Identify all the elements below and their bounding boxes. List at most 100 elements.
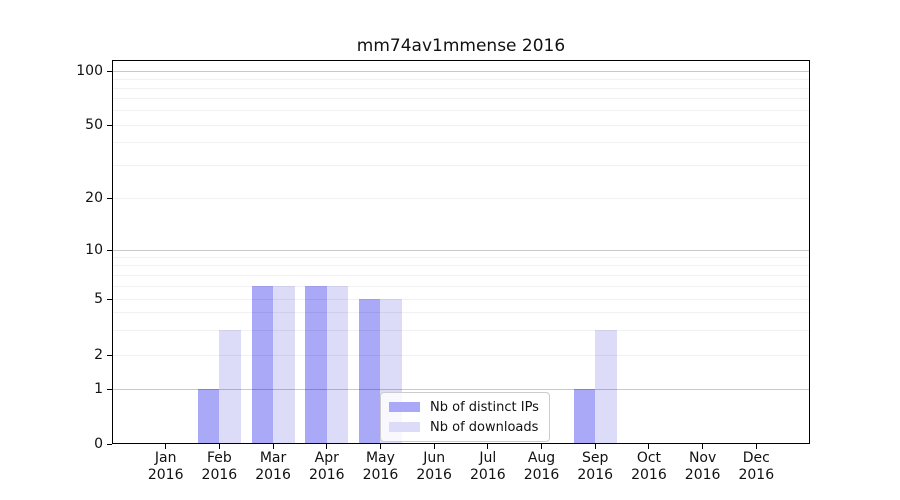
x-tick-mark [272, 444, 274, 449]
y-tick-label: 50 [85, 116, 103, 133]
minor-gridline [113, 165, 809, 167]
x-tick-year: 2016 [416, 467, 452, 483]
x-tick-label: Jul 2016 [461, 450, 515, 484]
x-tick-label: Mar 2016 [246, 450, 300, 484]
minor-gridline [113, 355, 809, 356]
minor-gridline [113, 98, 809, 100]
minor-gridline [113, 274, 809, 276]
plot-frame [112, 60, 810, 444]
y-tick-mark [107, 249, 112, 251]
major-gridline [113, 388, 809, 390]
minor-gridline [113, 256, 809, 258]
y-tick-label: 10 [85, 241, 103, 258]
x-tick-mark [648, 444, 650, 449]
x-tick-year: 2016 [201, 467, 238, 483]
y-tick-label: 1 [94, 380, 103, 397]
y-tick-label: 2 [94, 347, 103, 363]
x-tick-year: 2016 [308, 467, 345, 483]
bar-distinct-ips-feb [197, 389, 220, 443]
x-tick-mark [594, 444, 596, 449]
bar-downloads-mar [273, 286, 295, 443]
x-tick-year: 2016 [362, 467, 399, 483]
x-tick-month: Sep [582, 450, 609, 466]
x-tick-year: 2016 [684, 467, 721, 483]
x-tick-year: 2016 [147, 467, 184, 483]
minor-gridline [113, 110, 809, 112]
y-tick-label: 0 [94, 435, 103, 452]
y-tick-mark [107, 298, 112, 300]
x-tick-month: May [365, 450, 395, 466]
x-tick-month: Feb [206, 450, 232, 466]
bar-downloads-sep [595, 330, 617, 443]
x-tick-month: Jul [479, 450, 497, 466]
minor-gridline [113, 124, 809, 126]
x-tick-label: Jan 2016 [139, 450, 193, 484]
legend-swatch-downloads-icon [389, 422, 420, 432]
x-tick-mark [379, 444, 381, 449]
x-tick-mark [487, 444, 489, 449]
x-tick-label: Dec 2016 [729, 450, 783, 484]
bar-downloads-apr [326, 286, 349, 443]
y-tick-label: 100 [76, 62, 103, 79]
x-tick-label: Jun 2016 [407, 450, 461, 484]
x-tick-mark [541, 444, 543, 449]
x-tick-label: Aug 2016 [515, 450, 569, 484]
minor-gridline [113, 265, 809, 267]
bar-distinct-ips-sep [573, 389, 596, 443]
x-tick-mark [755, 444, 757, 449]
x-tick-year: 2016 [738, 467, 775, 483]
bar-downloads-feb [219, 330, 241, 443]
y-tick-mark [107, 355, 112, 356]
legend-label-distinct-ips: Nb of distinct IPs [430, 399, 539, 415]
legend-item-downloads: Nb of downloads [389, 419, 539, 435]
x-tick-month: Dec [742, 450, 770, 466]
legend-item-distinct-ips: Nb of distinct IPs [389, 399, 539, 415]
minor-gridline [113, 285, 809, 287]
x-tick-year: 2016 [255, 467, 291, 483]
chart-title: mm74av1mmense 2016 [356, 36, 566, 56]
x-tick-label: Nov 2016 [676, 450, 730, 484]
x-tick-month: Mar [259, 450, 287, 466]
bar-distinct-ips-may [358, 299, 381, 443]
legend-swatch-distinct-ips-icon [389, 402, 420, 412]
y-tick-mark [107, 70, 112, 72]
minor-gridline [113, 329, 809, 331]
x-tick-mark [218, 444, 220, 449]
bar-distinct-ips-mar [251, 286, 274, 443]
x-tick-mark [165, 444, 167, 449]
x-tick-year: 2016 [577, 467, 614, 483]
x-tick-label: Feb 2016 [192, 450, 246, 484]
x-tick-month: Jan [154, 450, 177, 466]
x-tick-year: 2016 [631, 467, 667, 483]
bar-distinct-ips-apr [305, 286, 327, 443]
y-tick-mark [107, 124, 112, 126]
x-tick-label: Oct 2016 [622, 450, 676, 484]
x-tick-year: 2016 [523, 467, 560, 483]
x-tick-label: May 2016 [353, 450, 407, 484]
major-gridline [113, 249, 809, 251]
x-tick-month: Jun [423, 450, 446, 466]
x-tick-label: Sep 2016 [568, 450, 622, 484]
x-tick-month: Aug [527, 450, 556, 466]
x-tick-mark [702, 444, 704, 449]
y-tick-label: 5 [94, 290, 103, 307]
minor-gridline [113, 87, 809, 89]
minor-gridline [113, 197, 809, 199]
minor-gridline [113, 312, 809, 314]
legend-label-downloads: Nb of downloads [430, 419, 539, 435]
x-tick-year: 2016 [470, 467, 506, 483]
x-tick-label: Apr 2016 [300, 450, 354, 484]
x-tick-month: Oct [636, 450, 662, 466]
minor-gridline [113, 142, 809, 144]
minor-gridline [113, 78, 809, 80]
y-tick-mark [107, 443, 112, 445]
major-gridline [113, 70, 809, 72]
x-tick-mark [433, 444, 435, 449]
x-tick-month: Nov [688, 450, 717, 466]
minor-gridline [113, 298, 809, 300]
y-tick-label: 20 [85, 189, 103, 206]
x-tick-month: Apr [314, 450, 339, 466]
x-tick-mark [326, 444, 328, 449]
legend: Nb of distinct IPs Nb of downloads [380, 392, 550, 442]
